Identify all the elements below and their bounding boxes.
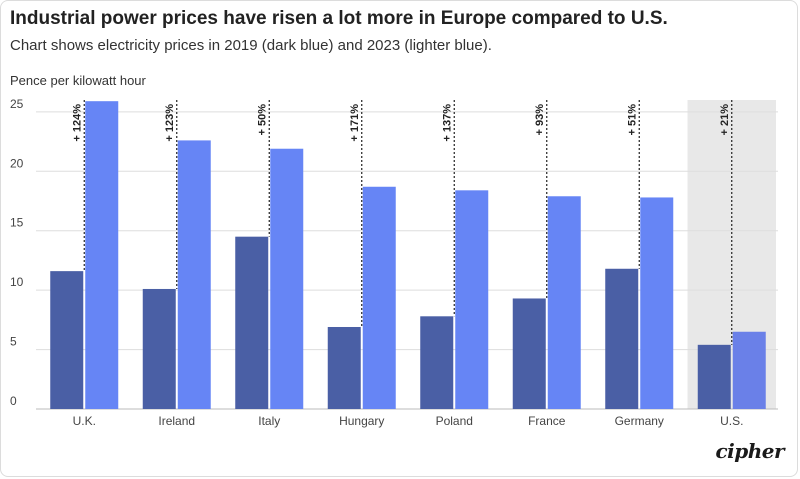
x-category-label-4: Poland — [436, 414, 473, 428]
x-category-label-5: France — [528, 414, 566, 428]
bar-2019-0 — [50, 271, 84, 409]
y-tick-label-5: 5 — [10, 335, 17, 349]
bar-2019-7 — [697, 344, 731, 409]
change-annotation-7: + 21% — [719, 104, 731, 136]
cipher-logo: cipher — [715, 439, 784, 463]
chart-subtitle: Chart shows electricity prices in 2019 (… — [10, 37, 492, 54]
bar-2023-6 — [640, 197, 674, 409]
bar-2019-1 — [142, 288, 176, 409]
bar-2023-4 — [455, 190, 489, 409]
x-category-label-7: U.S. — [720, 414, 743, 428]
change-annotation-1: + 123% — [164, 104, 176, 142]
change-annotation-6: + 51% — [626, 104, 638, 136]
bar-2019-3 — [327, 326, 361, 409]
bar-2019-5 — [512, 298, 546, 409]
change-annotation-5: + 93% — [534, 104, 546, 136]
bar-2019-6 — [605, 268, 639, 409]
y-tick-label-10: 10 — [10, 275, 24, 289]
y-tick-label-15: 15 — [10, 216, 24, 230]
chart-title: Industrial power prices have risen a lot… — [10, 8, 668, 29]
bar-2023-5 — [547, 196, 581, 409]
x-category-label-6: Germany — [615, 414, 664, 428]
change-annotation-4: + 137% — [441, 104, 453, 142]
y-tick-label-25: 25 — [10, 97, 24, 111]
bar-2023-3 — [362, 186, 396, 409]
change-annotation-0: + 124% — [71, 104, 83, 142]
x-category-label-3: Hungary — [339, 414, 384, 428]
bar-2023-0 — [85, 101, 119, 409]
bar-2023-7 — [732, 331, 766, 409]
x-category-label-0: U.K. — [73, 414, 96, 428]
y-axis-label: Pence per kilowatt hour — [10, 73, 146, 88]
x-category-label-1: Ireland — [158, 414, 195, 428]
bar-2023-2 — [270, 148, 304, 409]
y-tick-label-20: 20 — [10, 156, 24, 170]
bar-2019-2 — [235, 236, 269, 409]
change-annotation-2: + 50% — [256, 104, 268, 136]
bar-2019-4 — [420, 316, 454, 409]
y-tick-label-0: 0 — [10, 394, 17, 408]
bar-2023-1 — [177, 140, 211, 409]
change-annotation-3: + 171% — [349, 104, 361, 142]
x-category-label-2: Italy — [258, 414, 280, 428]
